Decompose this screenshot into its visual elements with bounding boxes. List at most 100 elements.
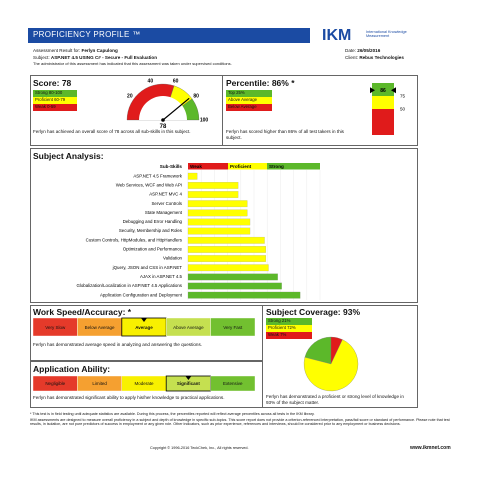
- skill-bar: [187, 182, 239, 189]
- level-label-box: Below Average: [84, 324, 115, 330]
- coverage-box: [262, 305, 418, 408]
- legend-item: Weak 7%: [266, 332, 312, 339]
- coverage-title: Subject Coverage: 93%: [266, 307, 361, 317]
- note: The administrator of this assessment has…: [33, 61, 232, 66]
- level-pointer: [185, 376, 192, 380]
- analysis-title: Subject Analysis:: [33, 151, 104, 161]
- skill-name: ASP.NET MVC 4: [149, 192, 182, 197]
- column-header-cell: [267, 163, 320, 170]
- legend-item: Below Average: [226, 104, 272, 111]
- website: www.ikmnet.com: [410, 445, 451, 451]
- skill-name: jQuery, JSON and CSS in ASP.NET: [112, 265, 183, 270]
- level-label-box: Limited: [92, 381, 107, 386]
- skill-bar: [187, 282, 282, 290]
- subject: Subject: ASP.NET 4.5 USING C# - Secure -…: [33, 55, 157, 60]
- level-label-box: Very Fast: [223, 325, 242, 330]
- footer-note: IKM assessments are designed to measure …: [30, 417, 450, 427]
- client: Client: Rebus Technologies: [345, 55, 404, 60]
- pie-slice: [304, 336, 332, 365]
- level-label-box: Above Average: [173, 324, 204, 330]
- column-header-cell: [188, 163, 228, 170]
- level-label: Extensive: [223, 381, 243, 386]
- percentile-tick-label: 50: [400, 107, 406, 112]
- column-header: Proficient: [230, 164, 252, 169]
- gauge-needle: [162, 97, 190, 121]
- percentile-tick-label: 75: [400, 94, 406, 99]
- skill-bar: [187, 236, 265, 244]
- ability-text: Ferlyn has demonstrated significant abil…: [33, 395, 225, 400]
- skill-bar: [187, 291, 301, 299]
- legend-item: Above Average: [226, 97, 272, 104]
- skill-bar: [187, 218, 251, 226]
- legend-item: Top 25%: [226, 90, 272, 97]
- percentile-band: [372, 109, 394, 135]
- level-label-box: Very Slow: [45, 324, 66, 330]
- column-header: Sub-Skills: [160, 164, 183, 169]
- percentile-title: Percentile: 86% *: [226, 78, 295, 88]
- skill-name: Globalization/Localization in ASP.NET 4.…: [76, 283, 182, 288]
- score-text: Ferlyn has achieved an overall score of …: [33, 129, 191, 134]
- skill-bar: [187, 227, 251, 235]
- speed-text: Ferlyn has demonstrated average speed in…: [33, 342, 203, 347]
- gauge-value: 78: [160, 124, 167, 130]
- pie-slice: [303, 339, 359, 392]
- level-label: Negligible: [45, 381, 66, 386]
- percentile-value: 86: [380, 88, 386, 94]
- analysis-box: [30, 148, 418, 303]
- gauge-tick-label: 100: [200, 118, 209, 124]
- column-header: Strong: [269, 164, 284, 169]
- logo-subtitle: International Knowledge Measurement: [366, 30, 407, 39]
- skill-name: Server Controls: [151, 201, 182, 206]
- legend-item: Strong 80-100: [33, 90, 77, 97]
- skill-name: Security, Membership and Roles: [119, 228, 183, 233]
- skill-bar: [187, 273, 278, 281]
- skill-bar: [187, 172, 198, 180]
- level-cell: [210, 317, 256, 337]
- speed-title: Work Speed/Accuracy: *: [33, 307, 132, 317]
- skill-bar: [187, 209, 248, 217]
- gauge-tick-label: 80: [193, 93, 199, 99]
- percentile-box: [222, 75, 418, 146]
- legend-item: Proficient 72%: [266, 325, 312, 332]
- percentile-band: [372, 96, 394, 109]
- skill-bar: [187, 264, 269, 272]
- legend-item: Proficient 60-79: [33, 97, 77, 104]
- skill-bar: [187, 191, 239, 198]
- level-label: Limited: [92, 381, 107, 386]
- level-label-box: Negligible: [45, 381, 66, 386]
- level-label-box: Extensive: [223, 381, 243, 386]
- legend-item: Weak 0-59: [33, 104, 77, 111]
- level-cell: [210, 375, 256, 392]
- percentile-band: [372, 83, 394, 96]
- level-label: Very Slow: [45, 324, 66, 330]
- footer-note: * This test is in field testing until ad…: [30, 412, 315, 416]
- gauge-tick-label: 60: [173, 79, 179, 85]
- level-label-box: Significant: [177, 381, 200, 386]
- logo: IKM: [322, 27, 352, 44]
- gauge-hole: [139, 96, 187, 120]
- column-header: Weak: [190, 164, 202, 169]
- coverage-text: Ferlyn has demonstrated a proficient or …: [266, 394, 404, 405]
- skill-name: Debugging and Error Handling: [123, 219, 183, 224]
- level-pointer: [141, 318, 147, 322]
- skill-name: Application Configuration and Deployment: [100, 292, 183, 297]
- skill-name: AJAX in ASP.NET 4.5: [140, 274, 183, 279]
- ability-title: Application Ability:: [33, 364, 111, 374]
- level-label: Below Average: [84, 324, 115, 330]
- result-for: Assessment Result for: Ferlyn Capulong: [33, 48, 118, 53]
- header-bar: [28, 28, 310, 43]
- level-label: Above Average: [173, 324, 204, 330]
- level-label: Average: [135, 324, 153, 330]
- percentile-text: Ferlyn has scored higher than 86% of all…: [226, 129, 344, 140]
- skill-bar: [187, 255, 266, 262]
- level-label-box: Moderate: [134, 381, 153, 386]
- gauge-tick-label: 40: [148, 79, 154, 85]
- gauge-tick-label: 20: [127, 93, 133, 99]
- footer: * This test is in field testing until ad…: [30, 412, 462, 428]
- column-header-cell: [228, 163, 267, 170]
- level-label-box: Average: [135, 324, 153, 330]
- skill-bar: [187, 200, 248, 208]
- skill-bar: [187, 246, 266, 253]
